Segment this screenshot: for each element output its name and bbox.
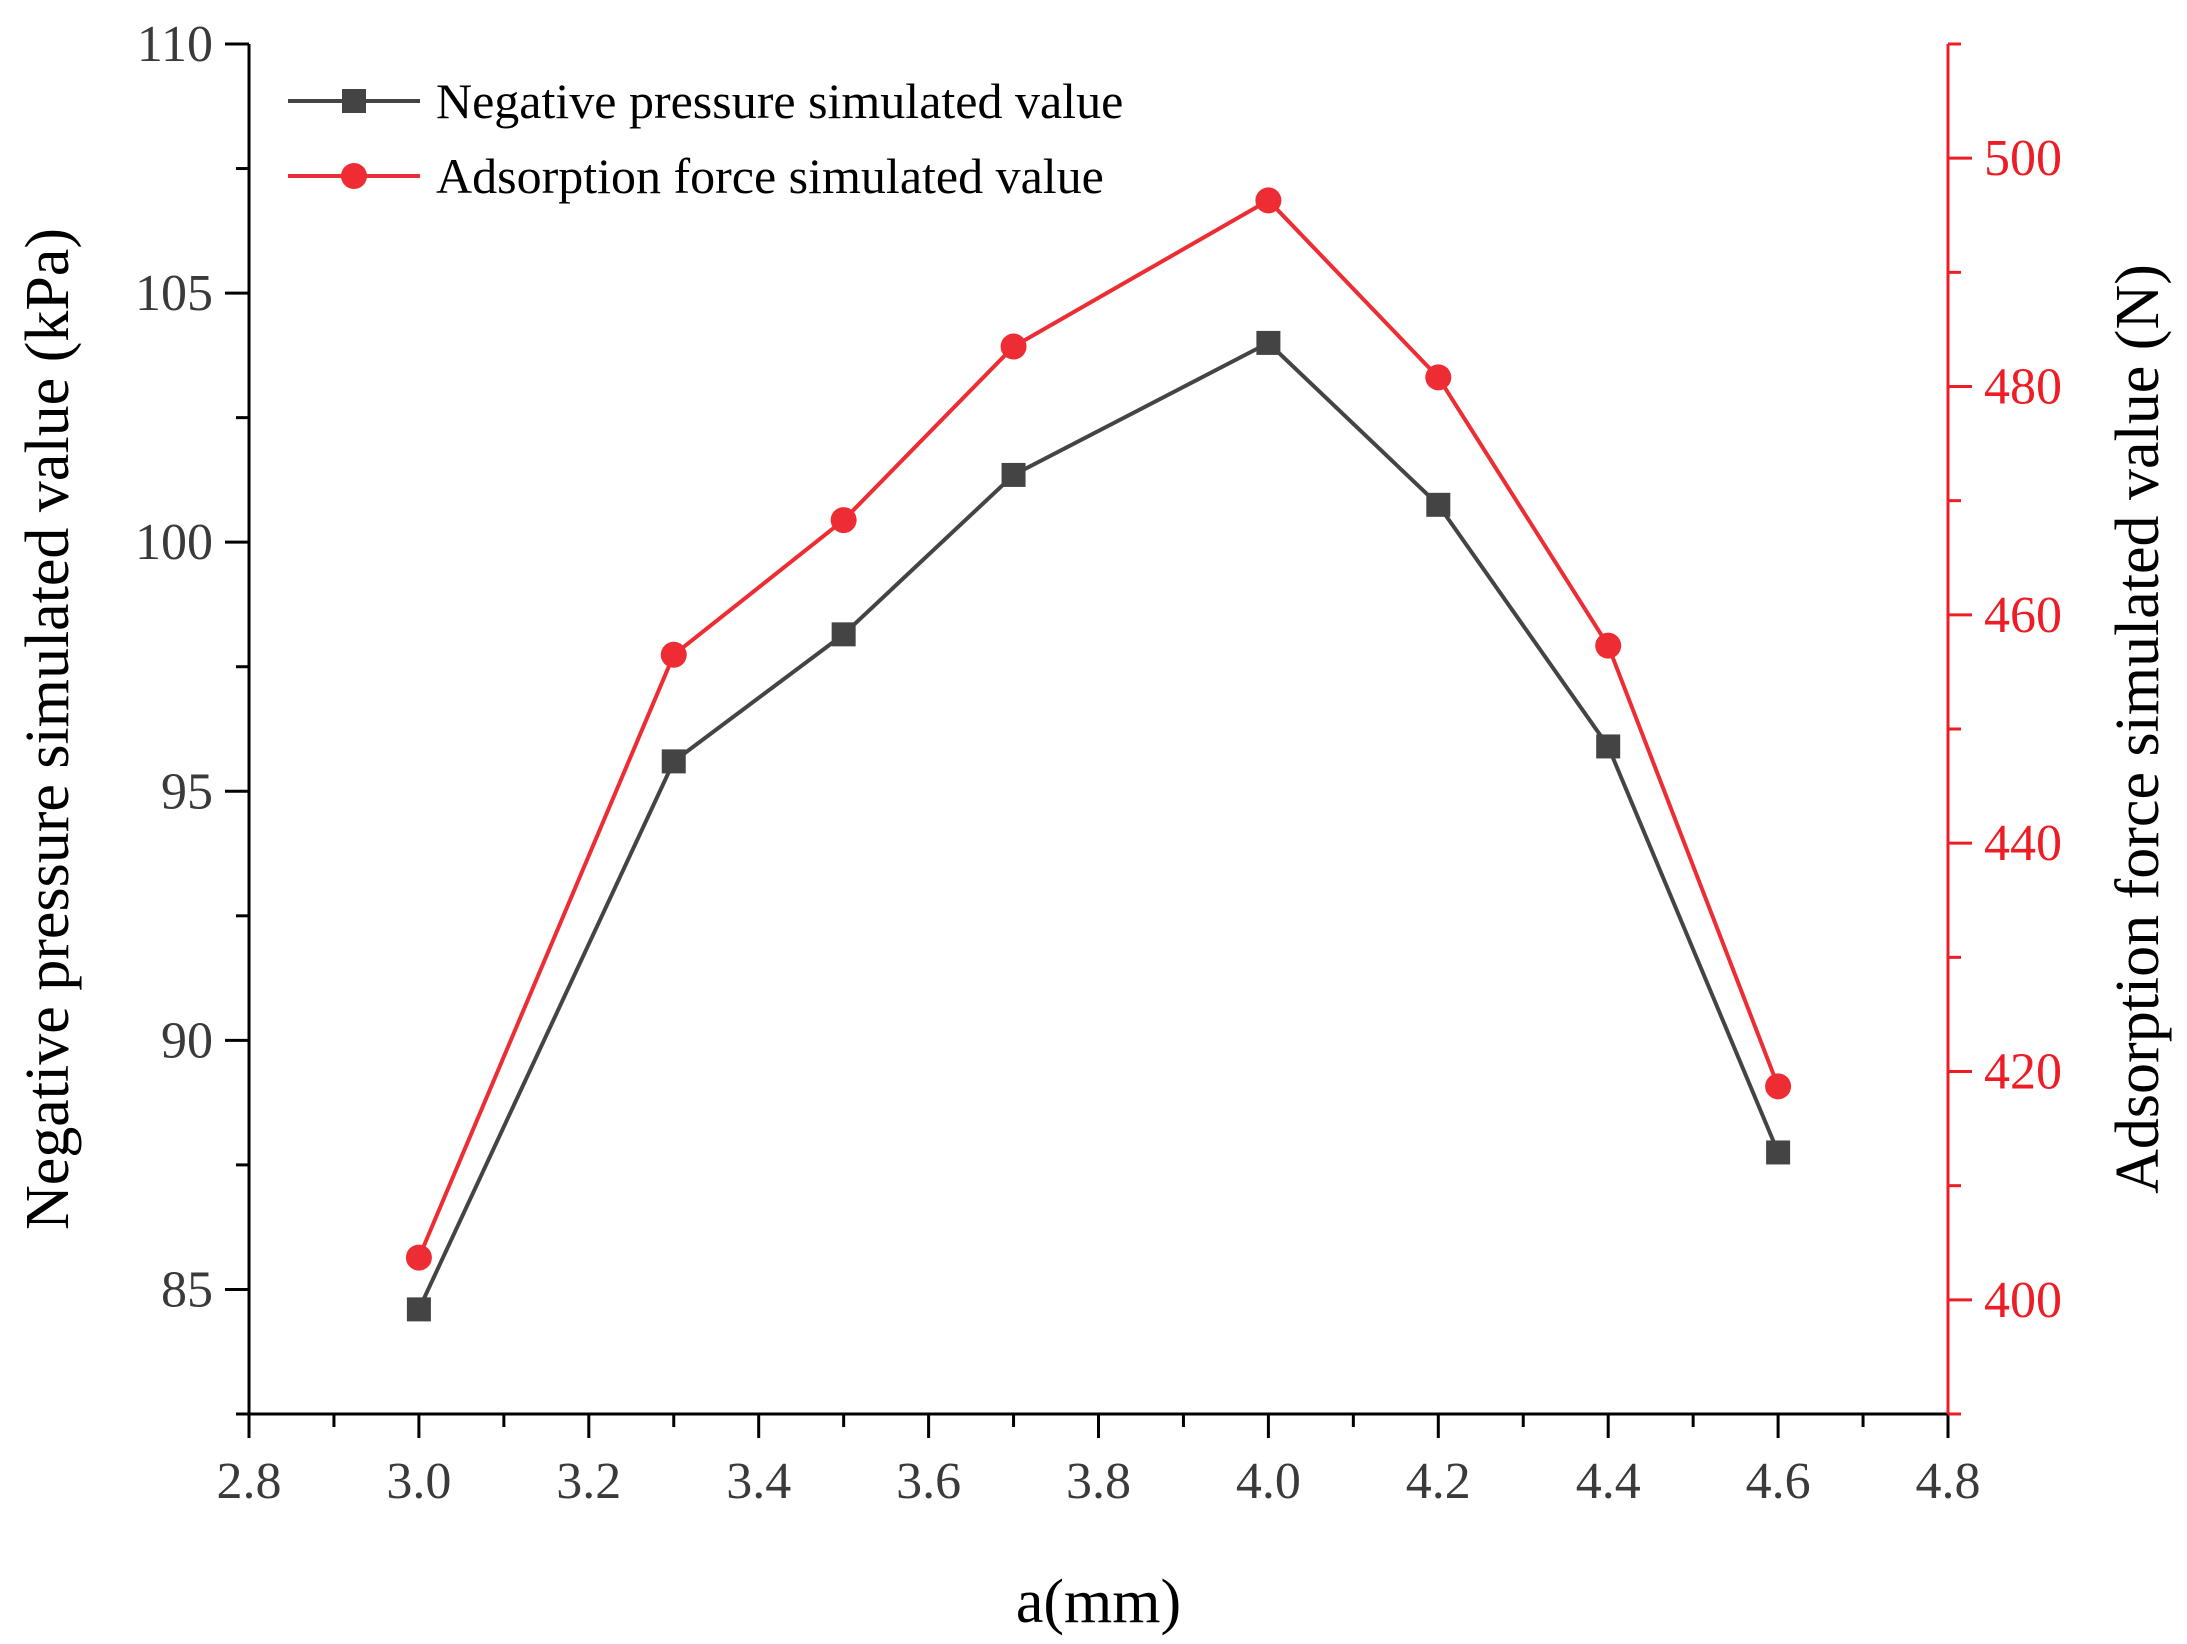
series-2-point — [1595, 632, 1622, 659]
legend-marker-1 — [342, 89, 366, 113]
y-tick-label: 90 — [161, 1012, 213, 1069]
series-1-point — [1256, 330, 1281, 355]
x-tick-label: 4.6 — [1746, 1453, 1811, 1510]
series-1-point — [661, 749, 686, 774]
series-2-point — [660, 641, 687, 668]
y2-tick-label: 460 — [1984, 587, 2062, 644]
series-2-point — [1000, 333, 1027, 360]
series-layer — [405, 187, 1792, 1322]
series-1-point — [1426, 492, 1451, 517]
series-2-point — [830, 507, 857, 534]
legend-label-1: Negative pressure simulated value — [436, 73, 1123, 129]
series-1-point — [406, 1297, 431, 1322]
series-line-2 — [417, 198, 1780, 1259]
y2-axis-title: Adsorption force simulated value (N) — [2104, 264, 2172, 1194]
x-axis-title: a(mm) — [1016, 1568, 1181, 1636]
y-axis-title: Negative pressure simulated value (kPa) — [14, 228, 82, 1230]
series-2-point — [405, 1244, 432, 1271]
y-tick-label: 100 — [135, 514, 213, 571]
x-tick-label: 3.2 — [556, 1453, 621, 1510]
y-tick-label: 95 — [161, 763, 213, 820]
series-1-point — [1596, 734, 1621, 759]
x-tick-label: 4.2 — [1406, 1453, 1471, 1510]
series-1-point — [1001, 462, 1026, 487]
series-2-point — [1765, 1073, 1792, 1100]
series-1-point — [1766, 1140, 1791, 1165]
x-tick-label: 3.0 — [386, 1453, 451, 1510]
x-tick-label: 4.0 — [1236, 1453, 1301, 1510]
y2-tick-label: 440 — [1984, 815, 2062, 872]
y-tick-label: 110 — [137, 16, 213, 73]
series-2-point — [1255, 187, 1282, 214]
x-tick-label: 3.8 — [1066, 1453, 1131, 1510]
y2-tick-label: 500 — [1984, 130, 2062, 187]
legend: Negative pressure simulated value Adsorpt… — [288, 73, 1123, 204]
x-tick-label: 3.4 — [726, 1453, 791, 1510]
legend-marker-2 — [341, 163, 367, 189]
series-1-point — [831, 622, 856, 647]
axes: 2.8 3.0 3.2 3.4 3.6 3.8 4.0 4.2 4.4 4.6 4.8 85 90 95 1… — [14, 16, 2172, 1636]
y2-tick-label: 420 — [1984, 1044, 2062, 1101]
x-tick-label: 4.8 — [1916, 1453, 1981, 1510]
x-tick-label: 3.6 — [896, 1453, 961, 1510]
series-2-point — [1425, 364, 1452, 391]
y-tick-label: 105 — [135, 265, 213, 322]
y-tick-label: 85 — [161, 1261, 213, 1318]
y2-tick-label: 400 — [1984, 1272, 2062, 1329]
y2-tick-label: 480 — [1984, 359, 2062, 416]
series-line-1 — [417, 340, 1780, 1311]
x-tick-label: 2.8 — [217, 1453, 282, 1510]
legend-label-2: Adsorption force simulated value — [436, 148, 1104, 204]
x-tick-label: 4.4 — [1576, 1453, 1641, 1510]
